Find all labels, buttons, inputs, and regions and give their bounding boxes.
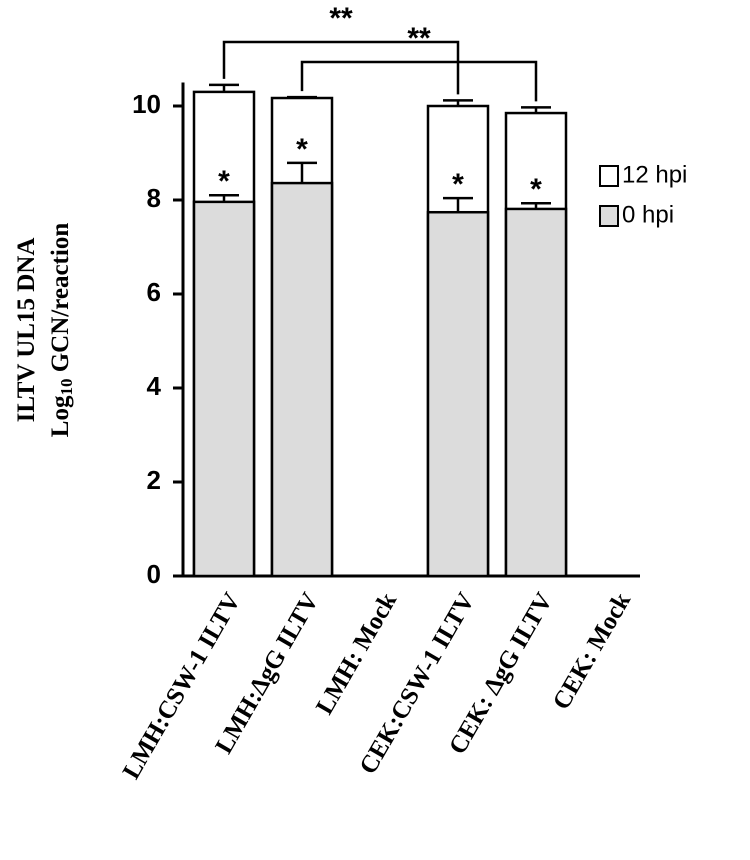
x-tick-label: LMH: Mock [311, 588, 402, 719]
bar [504, 207, 568, 578]
y-axis-label-line: Log [47, 395, 74, 437]
error-bar [287, 161, 317, 184]
y-axis-label-sub: 10 [57, 379, 76, 396]
significance-marker: * [218, 165, 230, 198]
error-bar [209, 194, 239, 202]
x-tick-label: CEK: Mock [548, 588, 636, 714]
legend-label: 0 hpi [622, 201, 674, 228]
significance-bracket [300, 60, 538, 102]
y-axis-label: ILTV UL15 DNA Log10 GCN/reaction [13, 223, 76, 438]
y-tick-label: 0 [147, 559, 161, 589]
y-tick-label: 6 [147, 277, 161, 307]
significance-marker: * [452, 168, 464, 201]
bar [426, 210, 490, 578]
bar [270, 181, 334, 578]
error-bar [521, 106, 551, 114]
y-tick-label: 8 [147, 183, 161, 213]
bar [192, 200, 256, 578]
legend-label: 12 hpi [622, 161, 687, 188]
y-tick-label: 4 [147, 371, 162, 401]
y-axis-label-line: ILTV UL15 DNA [13, 238, 40, 423]
error-bar [287, 95, 317, 99]
significance-label: ** [407, 22, 431, 55]
legend-swatch [599, 165, 619, 187]
error-bar [521, 202, 551, 209]
error-bar [443, 99, 473, 106]
significance-marker: * [296, 133, 308, 166]
significance-label: ** [329, 2, 353, 35]
y-tick-label: 10 [132, 89, 161, 119]
significance-bracket [222, 40, 460, 95]
error-bar [443, 196, 473, 213]
y-tick-label: 2 [147, 465, 161, 495]
y-axis-label-line: GCN/reaction [47, 223, 74, 379]
significance-marker: * [530, 173, 542, 206]
legend-swatch [599, 205, 619, 227]
error-bar [209, 83, 239, 92]
